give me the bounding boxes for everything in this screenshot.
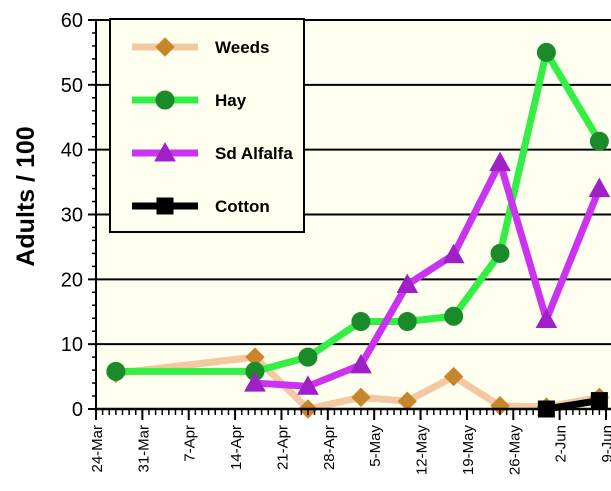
- x-tick-label: 2-Jun: [553, 425, 570, 463]
- series-sd-alfalfa: [244, 151, 611, 395]
- legend-marker-cotton: [156, 197, 174, 215]
- data-point-hay: [490, 243, 510, 263]
- y-tick-label: 40: [61, 140, 83, 162]
- legend-label: Weeds: [215, 38, 270, 57]
- x-tick-label: 21-Apr: [274, 425, 291, 470]
- x-tick-label: 12-May: [414, 425, 431, 476]
- data-point-hay: [106, 361, 126, 381]
- data-point-sd-alfalfa: [350, 353, 372, 374]
- x-tick-label: 14-Apr: [228, 425, 245, 470]
- legend-item-cotton: Cotton: [132, 197, 270, 216]
- series-line-cotton: [542, 397, 603, 413]
- data-point-hay: [589, 131, 609, 151]
- data-point-sd-alfalfa: [442, 243, 465, 264]
- x-tick-label: 28-Apr: [321, 425, 338, 470]
- series-line-sd-alfalfa: [251, 159, 603, 390]
- axes: 0 10 20 30 40 50 60 24-Mar 31-Mar 7-Apr 14-Apr 21-A…: [61, 10, 611, 475]
- legend-label: Cotton: [215, 197, 270, 216]
- y-tick-label: 60: [61, 10, 83, 32]
- y-tick-label: 0: [72, 399, 83, 421]
- legend-item-hay: Hay: [132, 90, 247, 110]
- legend-item-sd-alfalfa: Sd Alfalfa: [132, 141, 293, 163]
- data-point-sd-alfalfa: [297, 375, 319, 395]
- legend-item-weeds: Weeds: [132, 37, 270, 57]
- legend: Weeds Hay Sd Alfalfa Cotton: [109, 18, 305, 233]
- legend-label: Sd Alfalfa: [215, 144, 293, 163]
- data-point-sd-alfalfa: [489, 151, 511, 172]
- y-tick-label: 10: [61, 334, 83, 356]
- data-point-hay: [444, 306, 464, 326]
- data-point-hay: [536, 42, 556, 62]
- legend-marker-weeds: [155, 37, 175, 57]
- data-point-hay: [351, 311, 371, 331]
- y-tick-label: 20: [61, 269, 83, 291]
- series-hay: [106, 42, 609, 381]
- legend-marker-sd-alfalfa: [154, 141, 176, 162]
- data-point-weeds: [351, 387, 371, 408]
- legend-marker-hay: [155, 90, 175, 110]
- data-point-cotton: [590, 392, 608, 410]
- x-tick-label: 9-Jun: [599, 425, 611, 463]
- legend-box: [109, 18, 305, 233]
- x-tick-label: 7-Apr: [182, 425, 199, 462]
- data-point-sd-alfalfa: [588, 177, 611, 198]
- y-axis-title: Adults / 100: [12, 126, 40, 266]
- legend-label: Hay: [215, 91, 247, 110]
- x-tick-label: 19-May: [460, 425, 477, 476]
- data-point-sd-alfalfa: [535, 308, 558, 329]
- data-point-weeds: [443, 366, 464, 387]
- y-tick-label: 50: [61, 75, 83, 97]
- series-cotton: [537, 392, 608, 418]
- y-tick-label: 30: [61, 205, 83, 227]
- data-point-hay: [397, 311, 417, 331]
- x-tick-label: 24-Mar: [89, 425, 106, 473]
- x-tick-label: 5-May: [367, 425, 384, 467]
- data-point-hay: [298, 347, 318, 367]
- data-point-sd-alfalfa: [244, 372, 266, 392]
- data-point-sd-alfalfa: [396, 273, 419, 294]
- x-tick-label: 31-Mar: [135, 425, 152, 473]
- x-tick-label: 26-May: [506, 425, 523, 476]
